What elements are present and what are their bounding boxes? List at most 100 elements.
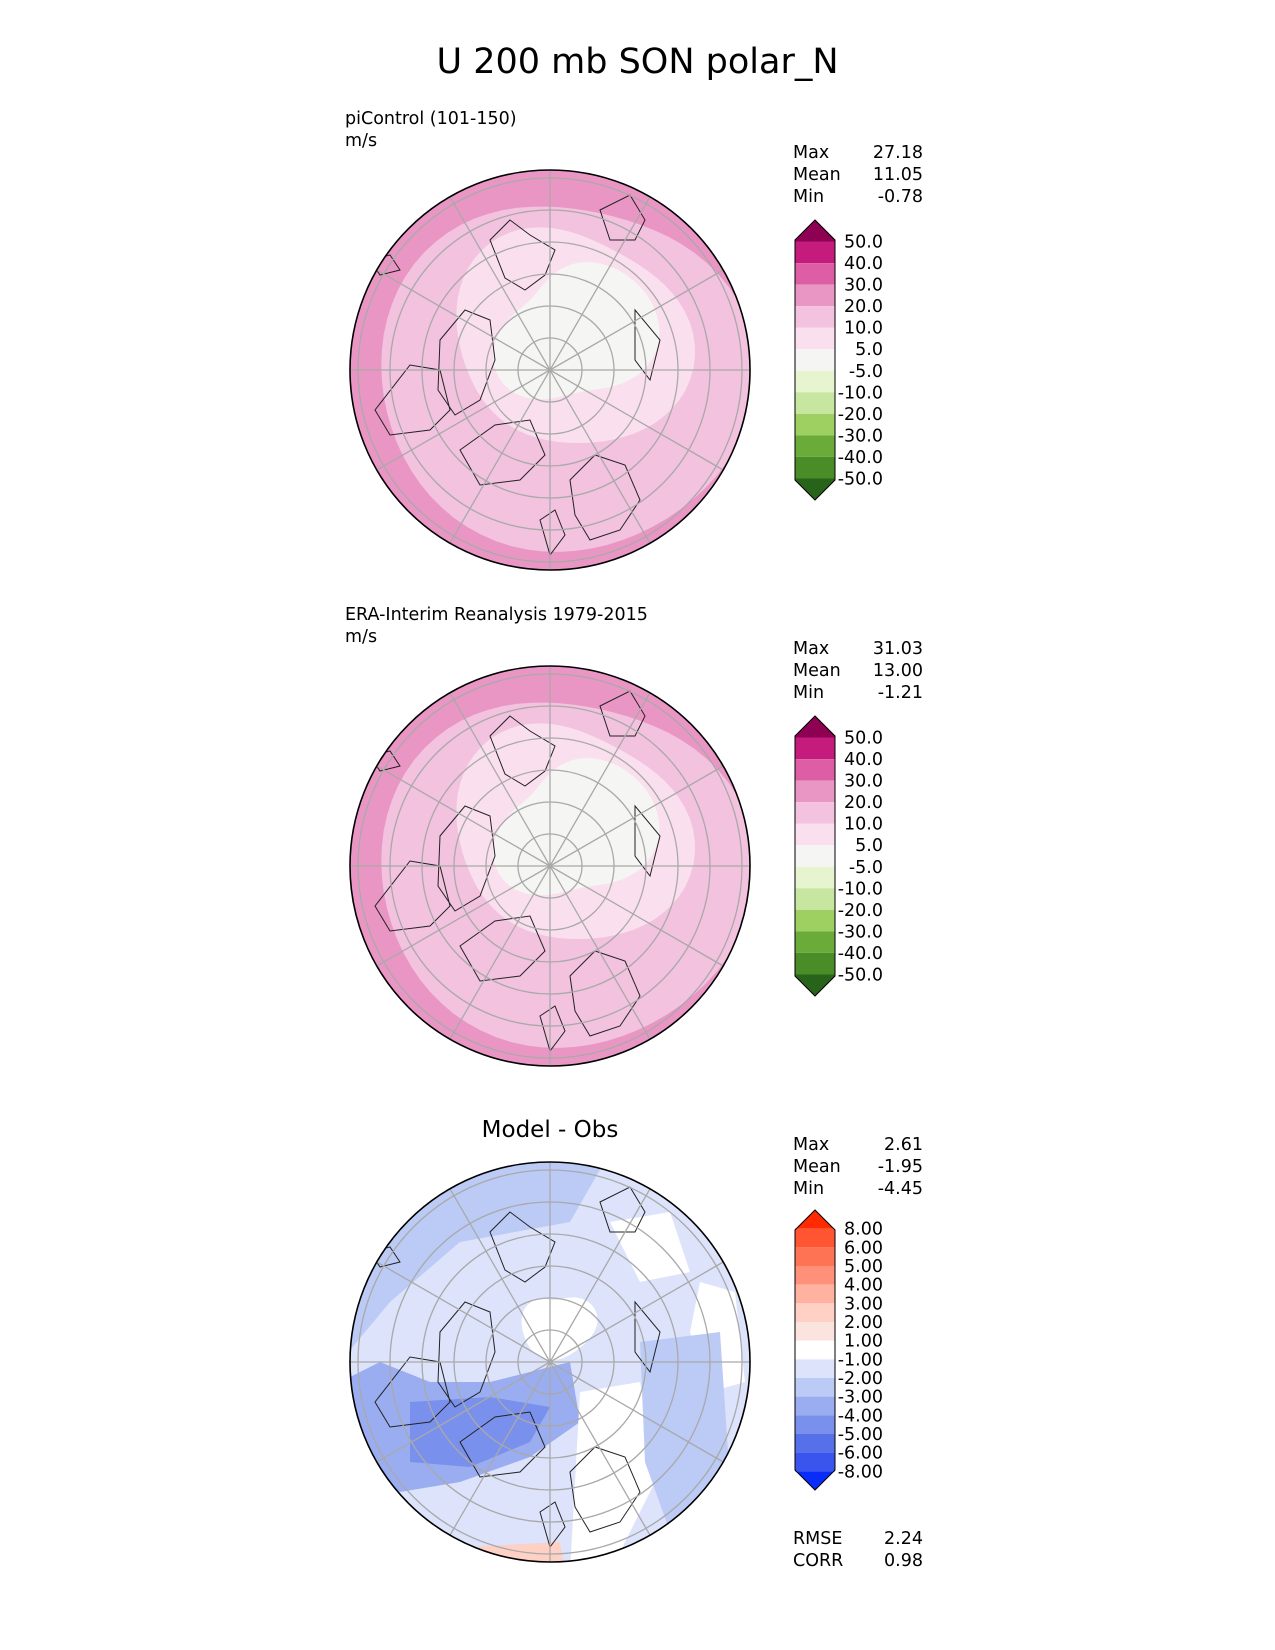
- longitude-line: [376, 369, 551, 471]
- longitude-line: [549, 765, 724, 867]
- colorbar-tick-label: 30.0: [844, 276, 883, 296]
- longitude-line: [449, 1361, 551, 1536]
- mean-value: -1.95: [877, 1157, 923, 1177]
- colorbar-segment: [795, 1359, 835, 1378]
- coastline: [437, 1301, 496, 1408]
- longitude-line: [449, 1188, 551, 1363]
- colorbar-segment: [795, 1210, 835, 1230]
- longitude-line: [376, 865, 551, 967]
- colorbar-tick-label: 20.0: [844, 297, 883, 317]
- colorbar-segment: [795, 1452, 835, 1472]
- coastline: [634, 1300, 661, 1374]
- panel-2-stats: Max 31.03 Mean 13.00 Min -1.21: [793, 638, 923, 704]
- colorbar-tick-label: -20.0: [838, 901, 883, 921]
- colorbar-tick-label: -1.00: [838, 1350, 883, 1370]
- colorbar-segment: [795, 413, 835, 436]
- colorbar-tick-label: -40.0: [838, 448, 883, 468]
- coastline: [374, 364, 451, 436]
- colorbar-segment: [795, 478, 835, 500]
- longitude-line: [549, 692, 651, 867]
- colorbar-tick-label: 50.0: [844, 729, 883, 749]
- max-value: 2.61: [884, 1135, 923, 1155]
- field-band-neg5-5: [493, 758, 660, 896]
- coastline: [459, 419, 546, 486]
- colorbar-tick-label: 2.00: [844, 1313, 883, 1333]
- colorbar-segment: [795, 1284, 835, 1304]
- colorbar-segment: [795, 845, 835, 867]
- panel-3-colorbar: 8.006.005.004.003.002.001.00-1.00-2.00-3…: [794, 1209, 883, 1491]
- longitude-line: [549, 865, 651, 1040]
- field-band-2-3: [470, 1542, 565, 1562]
- colorbar-tick-label: -5.0: [849, 362, 883, 382]
- coastline: [459, 915, 546, 982]
- colorbar-segment: [795, 802, 835, 824]
- figure-title: U 200 mb SON polar_N: [436, 42, 839, 82]
- coastline: [374, 1356, 451, 1428]
- corr-label: CORR: [793, 1551, 844, 1571]
- panel-1-header: piControl (101-150) m/s: [345, 108, 517, 152]
- longitude-line: [376, 765, 551, 867]
- longitude-line: [549, 1361, 724, 1463]
- colorbar-segment: [795, 716, 835, 738]
- colorbar-segment: [795, 327, 835, 350]
- coastline: [634, 308, 661, 382]
- coastline: [599, 1186, 646, 1233]
- colorbar-tick-label: -30.0: [838, 426, 883, 446]
- colorbar-segment: [795, 974, 835, 996]
- longitude-line: [449, 196, 551, 371]
- colorbar-outline: [794, 1209, 836, 1491]
- longitude-line: [449, 692, 551, 867]
- mean-label: Mean: [793, 661, 841, 681]
- coastline: [634, 804, 661, 878]
- panel-3-metrics: RMSE 2.24 CORR 0.98: [793, 1528, 923, 1572]
- colorbar-tick-label: -5.0: [849, 858, 883, 878]
- longitude-line: [549, 1188, 651, 1363]
- colorbar-tick-label: 20.0: [844, 793, 883, 813]
- colorbar-segment: [795, 1396, 835, 1416]
- colorbar-tick-label: 5.00: [844, 1257, 883, 1277]
- panel-2-polar-map: [349, 665, 751, 1067]
- colorbar-segment: [795, 823, 835, 846]
- colorbar-segment: [795, 952, 835, 975]
- colorbar-segment: [795, 284, 835, 307]
- colorbar-segment: [795, 370, 835, 393]
- colorbar-segment: [795, 306, 835, 328]
- colorbar-tick-label: 10.0: [844, 319, 883, 339]
- colorbar-segment: [795, 1266, 835, 1285]
- colorbar-segment: [795, 1303, 835, 1322]
- max-value: 31.03: [872, 639, 923, 659]
- map-field: [350, 666, 750, 1066]
- colorbar-tick-label: 1.00: [844, 1332, 883, 1352]
- colorbar-tick-label: 6.00: [844, 1238, 883, 1258]
- colorbar-segment: [795, 1415, 835, 1434]
- colorbar-tick-label: -8.00: [838, 1462, 883, 1482]
- colorbar-segment: [795, 931, 835, 953]
- panel-2-title: ERA-Interim Reanalysis 1979-2015: [345, 605, 648, 625]
- colorbar-tick-label: -3.00: [838, 1388, 883, 1408]
- colorbar-segment: [795, 220, 835, 242]
- rmse-label: RMSE: [793, 1529, 843, 1549]
- colorbar-tick-label: 8.00: [844, 1220, 883, 1240]
- colorbar-tick-label: 40.0: [844, 254, 883, 274]
- mean-value: 11.05: [872, 165, 923, 185]
- colorbar-segment: [795, 1470, 835, 1490]
- colorbar-segment: [795, 737, 835, 760]
- max-value: 27.18: [872, 143, 923, 163]
- colorbar-segment: [795, 1378, 835, 1397]
- coastline: [437, 805, 496, 912]
- min-label: Min: [793, 683, 825, 703]
- colorbar-tick-label: -50.0: [838, 469, 883, 489]
- colorbar-tick-label: 10.0: [844, 815, 883, 835]
- field-band-neg1-1: [610, 1212, 690, 1282]
- colorbar-outline: [794, 715, 836, 997]
- colorbar-tick-label: -5.00: [838, 1425, 883, 1445]
- colorbar-segment: [795, 759, 835, 781]
- max-label: Max: [793, 143, 830, 163]
- colorbar-segment: [795, 1228, 835, 1248]
- colorbar-tick-label: -20.0: [838, 405, 883, 425]
- min-value: -0.78: [877, 187, 923, 207]
- colorbar-tick-label: -10.0: [838, 383, 883, 403]
- colorbar-tick-label: 3.00: [844, 1294, 883, 1314]
- longitude-line: [549, 369, 651, 544]
- longitude-line: [449, 369, 551, 544]
